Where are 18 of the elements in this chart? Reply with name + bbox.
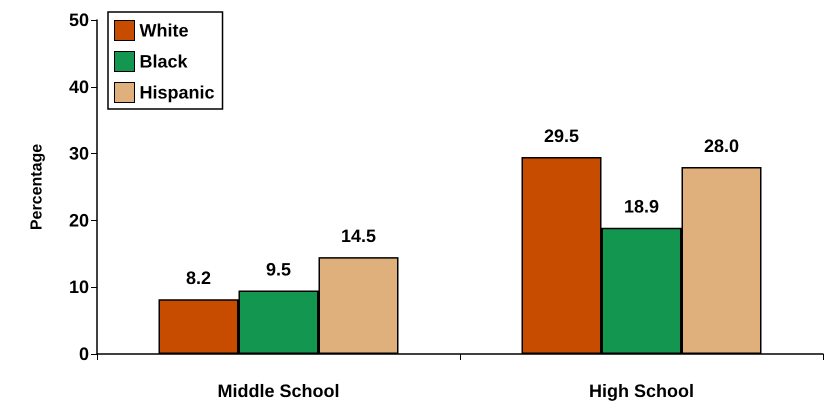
y-axis-title: Percentage: [28, 144, 46, 230]
data-label: 18.9: [624, 196, 660, 217]
data-label: 28.0: [704, 136, 740, 156]
y-tick-label: 40: [68, 76, 89, 97]
legend-label: White: [140, 20, 188, 40]
legend-label: Black: [140, 52, 189, 72]
legend-label: Hispanic: [140, 82, 215, 102]
y-tick-label: 20: [68, 210, 89, 230]
x-tick-label: Middle School: [217, 381, 340, 401]
y-tick-label: 30: [68, 144, 89, 164]
y-tick-label: 50: [68, 10, 89, 30]
data-label: 14.5: [340, 226, 376, 246]
x-tick-label: High School: [589, 381, 694, 401]
y-tick-label: 0: [78, 344, 89, 364]
data-label: 29.5: [544, 126, 580, 146]
data-label: 9.5: [266, 260, 292, 280]
data-label: 8.2: [186, 268, 212, 288]
y-tick-label: 10: [68, 277, 89, 298]
